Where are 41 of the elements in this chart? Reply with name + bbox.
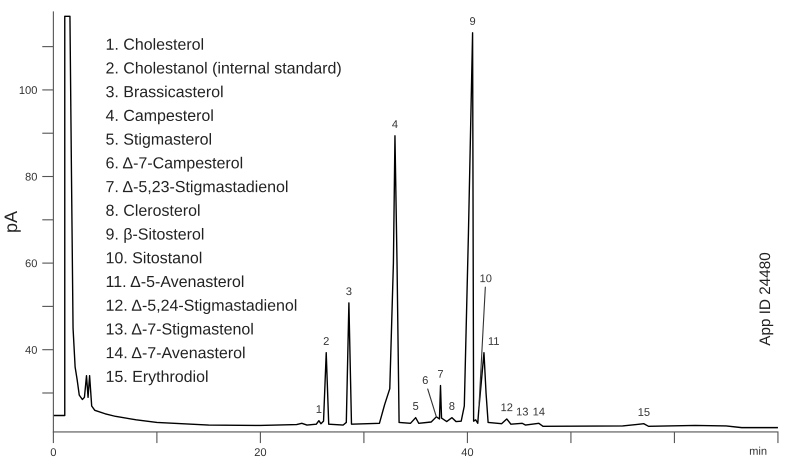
y-axis-title: pA [4,210,21,232]
annotation: 1 [316,405,322,413]
annotation: 15. Erythrodiol [106,370,208,386]
annotation: 13. Δ-7-Stigmastenol [106,322,253,338]
y-tick-label: 100 [20,86,37,94]
annotation: 12. Δ-5,24-Stigmastadienol [106,299,296,314]
x-axis-title: min [750,446,766,455]
annotation: 15 [638,408,650,416]
x-tick-label: 20 [254,448,266,456]
annotation: 4. Campesterol [106,109,213,124]
annotation: 10 [480,274,492,282]
y-tick-label: 60 [26,259,37,268]
y-tick-label: 40 [25,346,37,354]
x-tick-label: 40 [461,448,474,456]
annotation: App ID 24480 [759,252,774,346]
annotation: 11. Δ-5-Avenasterol [106,275,244,288]
annotation: 6. Δ-7-Campesterol [106,156,242,172]
x-tick-label: 0 [50,448,56,456]
annotation: 13 [516,408,528,416]
annotation: 2 [324,337,329,345]
annotation: 9. β-Sitosterol [106,228,204,243]
annotation: 9 [470,17,476,26]
annotation: 14. Δ-7-Avenasterol [106,346,244,358]
annotation: 1. Cholesterol [106,38,204,50]
annotation: 5 [413,402,418,410]
annotation: 8 [449,402,454,410]
annotation: 3 [346,287,352,296]
annotation: 3. Brassicasterol [106,86,223,98]
annotation: 14 [534,408,545,416]
annotation: 7 [438,370,444,378]
annotation: 10. Sitostanol [106,252,202,264]
line-series [53,16,778,428]
annotation: 7. Δ-5,23-Stigmastadienol [106,180,288,196]
annotation: 12 [501,403,512,412]
y-tick-label: 80 [26,172,37,181]
annotation: 11 [488,337,499,345]
annotation: 4 [392,120,398,128]
annotation: 2. Cholestanol (internal standard) [106,62,341,77]
annotation: 5. Stigmasterol [106,133,212,148]
annotation: 8. Clerosterol [106,204,200,216]
annotation: 6 [422,376,428,384]
